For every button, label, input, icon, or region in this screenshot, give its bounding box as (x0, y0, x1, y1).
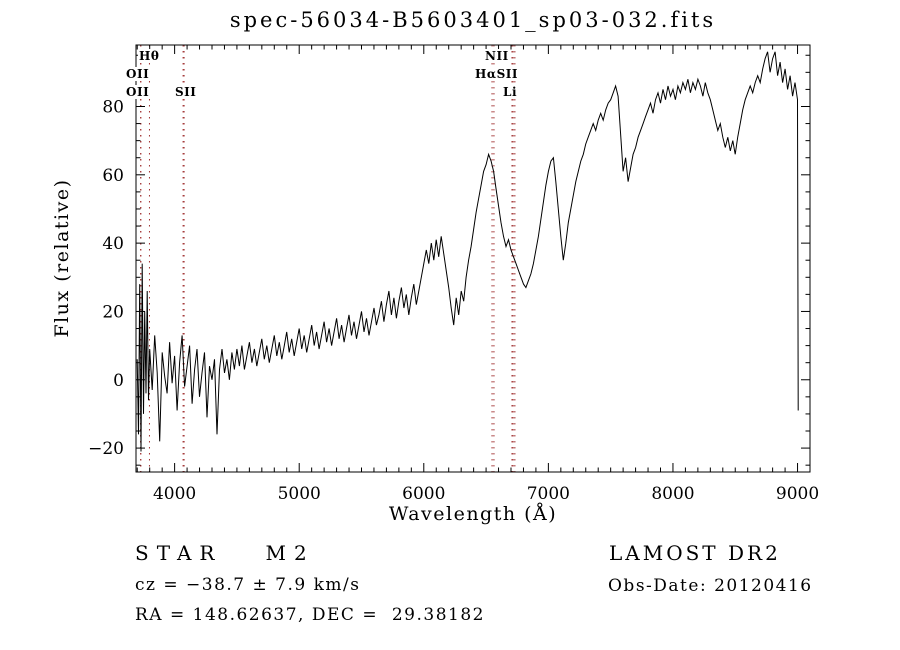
radec-text: RA = 148.62637, DEC = 29.38182 (135, 605, 485, 625)
spectral-line-label: Hθ (138, 49, 161, 63)
cz-text: cz = −38.7 ± 7.9 km/s (135, 575, 361, 595)
x-tick-label: 9000 (776, 484, 819, 504)
x-tick-label: 8000 (651, 484, 694, 504)
x-tick-label: 5000 (278, 484, 321, 504)
spectral-line-label: HαSII (474, 67, 519, 81)
x-tick-label: 7000 (527, 484, 570, 504)
y-axis-title: Flux (relative) (51, 178, 73, 338)
plot-title: spec-56034-B5603401_sp03-032.fits (229, 8, 717, 32)
y-tick-label: 20 (102, 302, 124, 322)
y-tick-label: 60 (102, 166, 124, 186)
plot-frame (135, 44, 811, 473)
spectral-line-label: OII (125, 67, 151, 81)
obsdate-text: Obs-Date: 20120416 (608, 576, 813, 596)
y-tick-label: 80 (102, 97, 124, 117)
spectrum-trace (136, 51, 799, 452)
y-tick-label: 0 (113, 371, 124, 391)
x-axis-title: Wavelength (Å) (388, 503, 558, 525)
spectral-line-label: NII (484, 49, 510, 63)
y-tick-label: −20 (88, 439, 124, 459)
y-tick-label: 40 (102, 234, 124, 254)
classification-text: STAR M2 (135, 541, 315, 565)
x-tick-label: 4000 (153, 484, 196, 504)
x-tick-label: 6000 (402, 484, 445, 504)
spectral-line-label: SII (174, 85, 198, 99)
survey-text: LAMOST DR2 (609, 541, 781, 565)
spectral-line-label: Li (502, 85, 518, 99)
spectral-line-label: OII (125, 85, 151, 99)
